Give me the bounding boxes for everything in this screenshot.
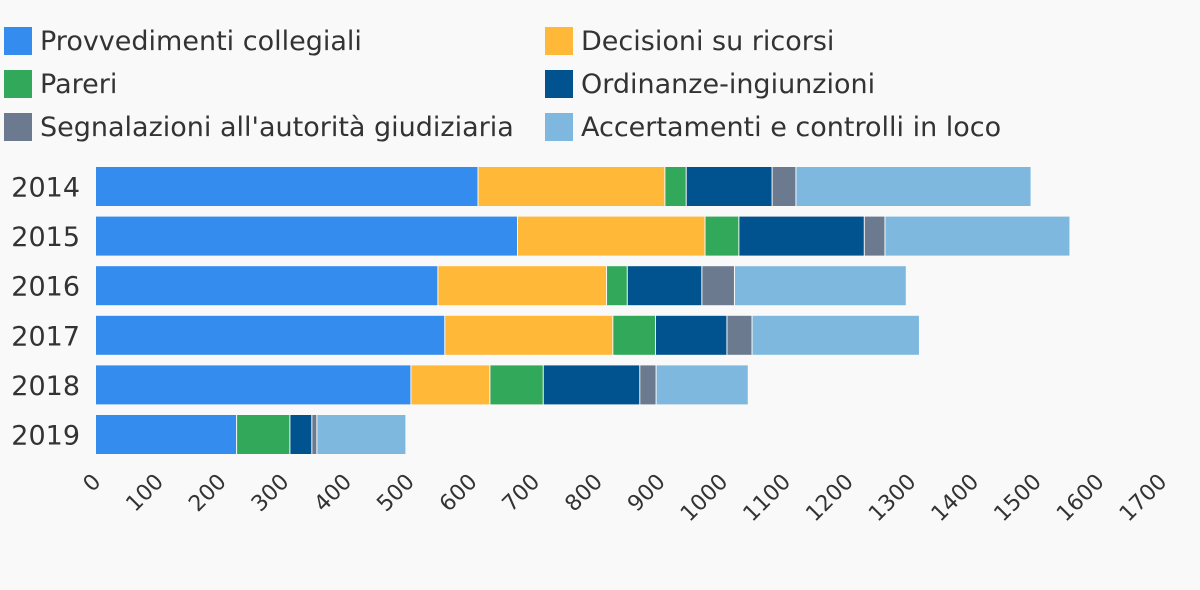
bar-segment-2018-5 — [656, 365, 748, 405]
bar-segment-2014-0 — [96, 167, 478, 206]
category-label-2016: 2016 — [11, 272, 80, 303]
bar-segment-2015-5 — [885, 216, 1070, 256]
x-tick-label: 1200 — [801, 470, 858, 527]
bar-segment-2019-2 — [237, 415, 290, 454]
x-tick-label: 800 — [561, 470, 608, 517]
legend-swatch — [545, 113, 573, 141]
x-tick-label: 1100 — [739, 470, 796, 527]
legend-label: Accertamenti e controlli in loco — [581, 111, 1002, 143]
bars-group — [96, 167, 1070, 454]
bar-segment-2016-0 — [96, 266, 438, 306]
legend-label: Ordinanze-ingiunzioni — [581, 68, 876, 100]
bar-segment-2017-3 — [655, 315, 727, 355]
bar-segment-2015-0 — [96, 216, 518, 256]
bar-segment-2016-5 — [734, 266, 906, 306]
bar-segment-2014-3 — [686, 167, 772, 206]
bar-segment-2018-1 — [411, 365, 490, 405]
bar-segment-2014-1 — [478, 167, 665, 206]
x-tick-label: 500 — [372, 470, 419, 517]
x-tick-label: 1400 — [927, 470, 984, 527]
x-tick-label: 1300 — [864, 470, 921, 527]
bar-segment-2018-0 — [96, 365, 411, 405]
bar-segment-2019-3 — [290, 415, 312, 454]
x-tick-label: 900 — [623, 470, 670, 517]
legend-item-accertamenti: Accertamenti e controlli in loco — [545, 111, 1002, 143]
legend-item-provvedimenti: Provvedimenti collegiali — [4, 25, 362, 57]
bar-segment-2018-2 — [490, 365, 543, 405]
legend-label: Decisioni su ricorsi — [581, 25, 835, 57]
x-tick-label: 0 — [79, 470, 107, 498]
legend-swatch — [545, 70, 573, 98]
chart-legend: Provvedimenti collegiali Decisioni su ri… — [0, 0, 1200, 150]
bar-segment-2018-4 — [640, 365, 656, 405]
bar-segment-2017-0 — [96, 315, 445, 355]
category-label-2015: 2015 — [11, 222, 80, 253]
legend-item-pareri: Pareri — [4, 68, 118, 100]
bar-segment-2018-3 — [543, 365, 640, 405]
legend-item-decisioni: Decisioni su ricorsi — [545, 25, 835, 57]
bar-segment-2014-4 — [772, 167, 796, 206]
legend-label: Segnalazioni all'autorità giudiziaria — [40, 111, 514, 143]
bar-segment-2019-0 — [96, 415, 237, 454]
bar-segment-2016-2 — [607, 266, 627, 306]
x-tick-label: 1000 — [676, 470, 733, 527]
bar-segment-2015-1 — [518, 216, 705, 256]
x-tick-label: 600 — [435, 470, 482, 517]
bar-segment-2019-5 — [317, 415, 406, 454]
bar-segment-2017-1 — [445, 315, 613, 355]
category-label-2018: 2018 — [11, 371, 80, 402]
x-tick-label: 1500 — [990, 470, 1047, 527]
x-tick-label: 1600 — [1052, 470, 1109, 527]
bar-segment-2016-1 — [438, 266, 607, 306]
legend-swatch — [4, 113, 32, 141]
legend-label: Provvedimenti collegiali — [40, 25, 362, 57]
bar-segment-2014-5 — [796, 167, 1031, 206]
x-tick-label: 200 — [184, 470, 231, 517]
category-label-2014: 2014 — [11, 173, 80, 204]
legend-swatch — [545, 27, 573, 55]
bar-segment-2015-2 — [705, 216, 739, 256]
bar-segment-2015-4 — [864, 216, 885, 256]
bar-segment-2017-4 — [727, 315, 752, 355]
category-label-2019: 2019 — [11, 421, 80, 452]
legend-item-segnalazioni: Segnalazioni all'autorità giudiziaria — [4, 111, 514, 143]
legend-label: Pareri — [40, 68, 118, 100]
bar-segment-2014-2 — [665, 167, 686, 206]
legend-item-ordinanze: Ordinanze-ingiunzioni — [545, 68, 876, 100]
bar-segment-2016-3 — [627, 266, 702, 306]
x-tick-label: 100 — [122, 470, 169, 517]
x-tick-label: 400 — [310, 470, 357, 517]
category-labels: 2014 2015 2016 2017 2018 2019 — [11, 173, 80, 452]
legend-swatch — [4, 70, 32, 98]
bar-segment-2015-3 — [739, 216, 864, 256]
bar-segment-2019-4 — [312, 415, 317, 454]
x-tick-label: 700 — [498, 470, 545, 517]
x-tick-label: 300 — [247, 470, 294, 517]
bar-segment-2017-5 — [752, 315, 919, 355]
x-tick-label: 1700 — [1115, 470, 1172, 527]
legend-swatch — [4, 27, 32, 55]
bar-segment-2016-4 — [702, 266, 734, 306]
bar-segment-2017-2 — [613, 315, 655, 355]
category-label-2017: 2017 — [11, 321, 80, 352]
x-tick-labels: 0 100 200 300 400 500 600 700 800 900 1000 1100 1200… — [79, 470, 1173, 527]
